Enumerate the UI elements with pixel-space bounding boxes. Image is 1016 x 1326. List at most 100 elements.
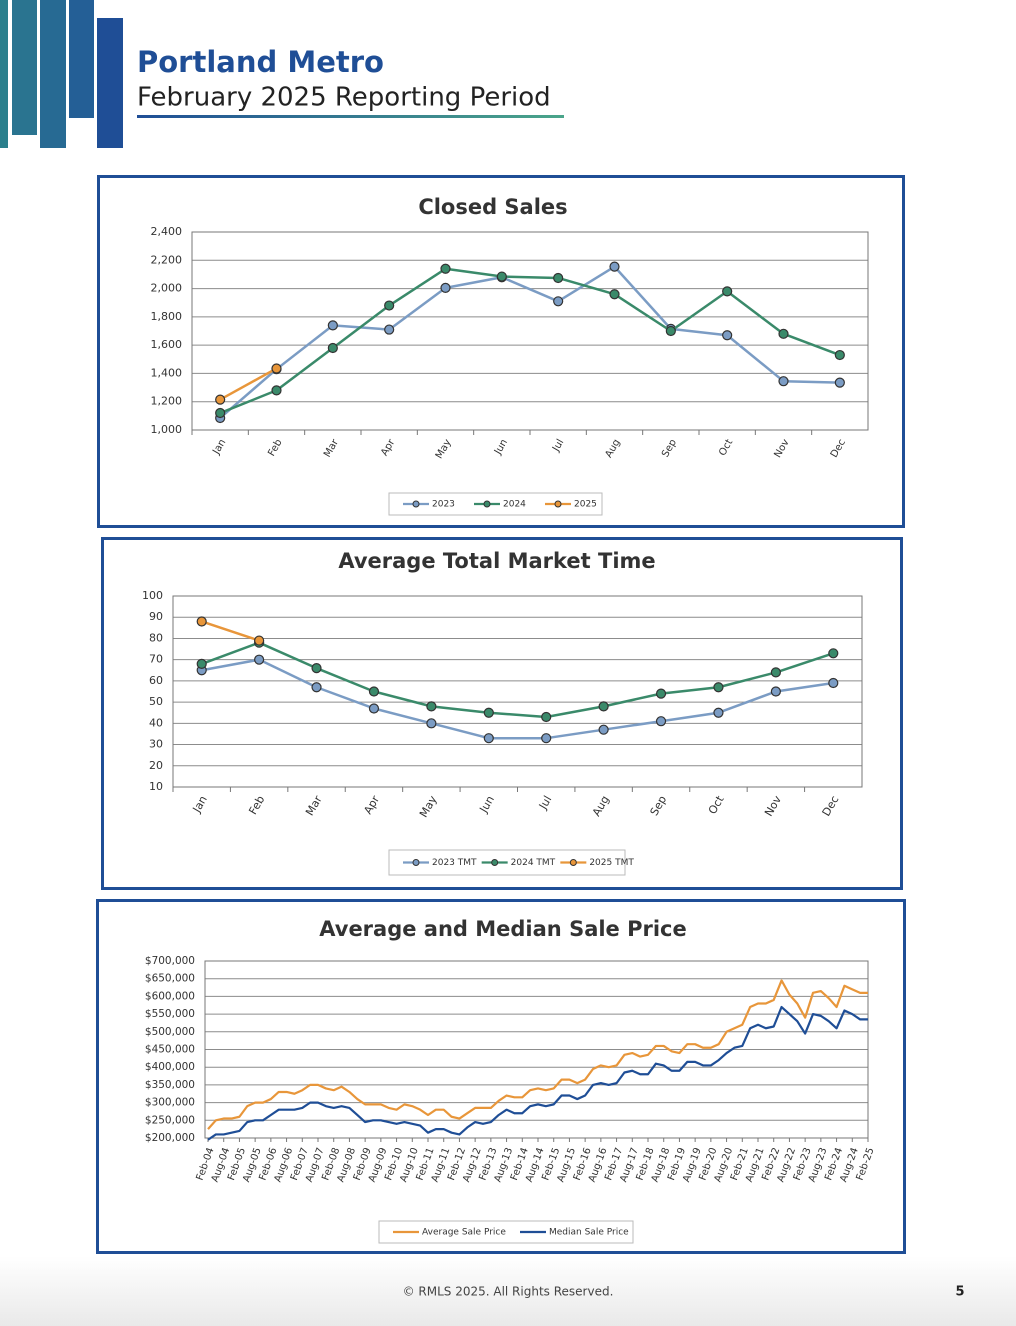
legend-label: 2023: [432, 500, 455, 510]
legend-label: Average Sale Price: [422, 1228, 506, 1238]
legend-marker: [491, 859, 499, 866]
x-tick-label: Jun: [477, 793, 497, 815]
x-tick-label: May: [434, 437, 454, 460]
y-tick-label: $250,000: [145, 1114, 195, 1126]
chart-frame: [97, 175, 905, 528]
point-marker: [483, 733, 494, 744]
x-tick-label: Dec: [820, 794, 842, 819]
y-tick-label: 50: [149, 695, 163, 708]
y-tick-label: $300,000: [145, 1097, 195, 1109]
legend-marker: [483, 500, 491, 508]
y-tick-label: 70: [149, 653, 163, 666]
point-marker: [655, 688, 667, 699]
x-tick-label: Jul: [536, 794, 554, 813]
plot-area: [172, 595, 863, 788]
page-title: Portland Metro: [137, 45, 384, 79]
y-tick-label: 2,000: [151, 282, 183, 295]
point-marker: [271, 363, 282, 374]
x-tick-label: Jul: [550, 438, 566, 455]
footer-copyright: © RMLS 2025. All Rights Reserved.: [403, 1285, 614, 1299]
y-tick-label: 2,200: [151, 253, 183, 266]
point-marker: [655, 716, 667, 727]
point-marker: [271, 385, 282, 396]
y-tick-label: $500,000: [145, 1026, 195, 1038]
chart-title: Average Total Market Time: [338, 549, 655, 573]
point-marker: [609, 261, 620, 272]
point-marker: [598, 701, 609, 712]
x-tick-label: Oct: [706, 793, 727, 817]
point-marker: [713, 682, 724, 693]
y-tick-label: 1,200: [151, 395, 183, 408]
legend-label: 2024 TMT: [511, 858, 556, 868]
point-marker: [426, 701, 437, 712]
y-tick-label: 80: [149, 631, 163, 644]
series-line: [201, 658, 834, 740]
legend-label: Median Sale Price: [549, 1228, 629, 1238]
x-tick-label: Mar: [303, 793, 325, 818]
series-line: [207, 1005, 868, 1141]
legend-marker: [412, 500, 420, 508]
page-number: 5: [955, 1285, 964, 1300]
point-marker: [609, 289, 620, 300]
point-marker: [665, 325, 676, 337]
point-marker: [426, 718, 437, 729]
point-marker: [713, 707, 724, 718]
legend-label: 2024: [503, 500, 526, 510]
y-tick-label: 1,400: [151, 366, 183, 379]
x-tick-label: Apr: [379, 437, 398, 458]
series-line: [219, 265, 840, 419]
legend-marker: [554, 500, 562, 508]
y-tick-label: 10: [149, 780, 163, 793]
y-tick-label: 20: [149, 759, 163, 772]
x-tick-label: Nov: [762, 793, 784, 819]
y-tick-label: $200,000: [145, 1132, 195, 1144]
y-tick-label: 1,600: [151, 338, 183, 351]
y-tick-label: 40: [149, 716, 163, 729]
point-marker: [770, 686, 781, 697]
point-marker: [722, 286, 733, 297]
point-marker: [196, 616, 207, 627]
series-line: [219, 267, 841, 415]
chart-frame: [101, 537, 903, 890]
point-marker: [828, 648, 839, 659]
x-tick-label: Jan: [211, 438, 229, 458]
chart-frame: [96, 899, 906, 1254]
x-tick-label: Aug: [590, 794, 612, 819]
plot-area: [204, 960, 869, 1139]
x-tick-label: Dec: [829, 438, 848, 460]
y-tick-label: $550,000: [145, 1008, 195, 1020]
point-marker: [368, 686, 380, 697]
point-marker: [483, 707, 494, 718]
y-tick-label: 30: [149, 738, 163, 751]
point-marker: [541, 733, 552, 744]
point-marker: [541, 711, 552, 723]
x-tick-label: Nov: [772, 437, 791, 459]
series-line: [201, 641, 834, 719]
y-tick-label: $350,000: [145, 1079, 195, 1091]
y-tick-label: $700,000: [145, 955, 195, 967]
legend-label: 2025: [574, 500, 597, 510]
point-marker: [327, 342, 338, 354]
x-tick-label: Jun: [492, 438, 510, 458]
y-tick-label: $400,000: [145, 1061, 195, 1073]
point-marker: [368, 703, 380, 714]
y-tick-label: 60: [149, 674, 163, 687]
y-tick-label: $650,000: [145, 973, 195, 985]
series-line: [219, 367, 278, 401]
x-tick-label: Jan: [190, 793, 210, 815]
point-marker: [828, 677, 839, 689]
point-marker: [778, 376, 789, 387]
point-marker: [254, 635, 265, 646]
series-line: [207, 979, 868, 1130]
series-line: [201, 620, 260, 642]
point-marker: [311, 682, 322, 693]
x-tick-label: Sep: [660, 438, 679, 460]
point-marker: [215, 394, 226, 405]
y-tick-label: 1,000: [151, 423, 183, 436]
point-marker: [254, 654, 265, 665]
chart-title: Closed Sales: [418, 195, 567, 219]
point-marker: [834, 349, 845, 361]
x-tick-label: May: [417, 793, 440, 820]
point-marker: [440, 282, 451, 293]
